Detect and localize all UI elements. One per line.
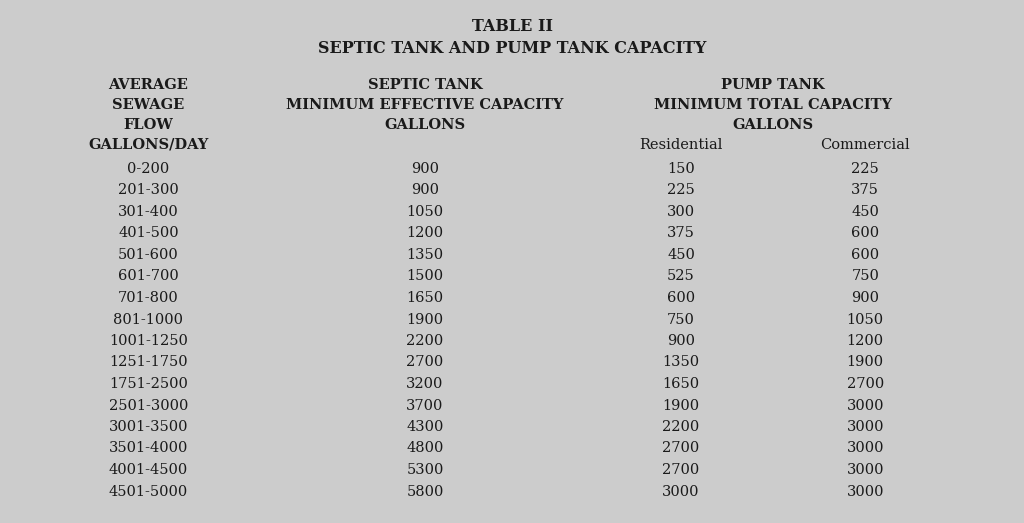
Text: 3000: 3000 [847,441,884,456]
Text: 1900: 1900 [663,399,699,413]
Text: 1650: 1650 [407,291,443,305]
Text: PUMP TANK: PUMP TANK [721,78,825,92]
Text: 1900: 1900 [847,356,884,370]
Text: AVERAGE: AVERAGE [109,78,188,92]
Text: 1751-2500: 1751-2500 [109,377,188,391]
Text: 1500: 1500 [407,269,443,283]
Text: FLOW: FLOW [124,118,173,132]
Text: 3001-3500: 3001-3500 [109,420,188,434]
Text: 1200: 1200 [847,334,884,348]
Text: 1251-1750: 1251-1750 [110,356,187,370]
Text: 900: 900 [411,184,439,198]
Text: 750: 750 [667,313,695,326]
Text: 4800: 4800 [407,441,443,456]
Text: 375: 375 [667,226,695,241]
Text: 2200: 2200 [663,420,699,434]
Text: 4501-5000: 4501-5000 [109,484,188,498]
Text: 1350: 1350 [407,248,443,262]
Text: SEWAGE: SEWAGE [113,98,184,112]
Text: 3000: 3000 [847,484,884,498]
Text: 3000: 3000 [847,420,884,434]
Text: 3000: 3000 [663,484,699,498]
Text: 1050: 1050 [847,313,884,326]
Text: 0-200: 0-200 [127,162,170,176]
Text: 450: 450 [667,248,695,262]
Text: 801-1000: 801-1000 [114,313,183,326]
Text: 150: 150 [667,162,695,176]
Text: 375: 375 [851,184,880,198]
Text: 1001-1250: 1001-1250 [109,334,188,348]
Text: 2200: 2200 [407,334,443,348]
Text: 501-600: 501-600 [118,248,179,262]
Text: TABLE II: TABLE II [471,18,553,35]
Text: 2700: 2700 [847,377,884,391]
Text: GALLONS: GALLONS [384,118,466,132]
Text: 900: 900 [851,291,880,305]
Text: 600: 600 [667,291,695,305]
Text: 600: 600 [851,226,880,241]
Text: 4300: 4300 [407,420,443,434]
Text: 3501-4000: 3501-4000 [109,441,188,456]
Text: 450: 450 [851,205,880,219]
Text: GALLONS/DAY: GALLONS/DAY [88,138,209,152]
Text: 401-500: 401-500 [118,226,179,241]
Text: 701-800: 701-800 [118,291,179,305]
Text: 4001-4500: 4001-4500 [109,463,188,477]
Text: 2700: 2700 [663,463,699,477]
Text: GALLONS: GALLONS [732,118,814,132]
Text: 3000: 3000 [847,399,884,413]
Text: 900: 900 [667,334,695,348]
Text: 1900: 1900 [407,313,443,326]
Text: 225: 225 [851,162,880,176]
Text: 1050: 1050 [407,205,443,219]
Text: SEPTIC TANK: SEPTIC TANK [368,78,482,92]
Text: 1350: 1350 [663,356,699,370]
Text: 1200: 1200 [407,226,443,241]
Text: MINIMUM EFFECTIVE CAPACITY: MINIMUM EFFECTIVE CAPACITY [287,98,563,112]
Text: Commercial: Commercial [820,138,910,152]
Text: Residential: Residential [639,138,723,152]
Text: MINIMUM TOTAL CAPACITY: MINIMUM TOTAL CAPACITY [654,98,892,112]
Text: 5300: 5300 [407,463,443,477]
Text: 601-700: 601-700 [118,269,179,283]
Text: 5800: 5800 [407,484,443,498]
Text: 3200: 3200 [407,377,443,391]
Text: 300: 300 [667,205,695,219]
Text: 201-300: 201-300 [118,184,179,198]
Text: 525: 525 [667,269,695,283]
Text: 3000: 3000 [847,463,884,477]
Text: 2700: 2700 [407,356,443,370]
Text: 900: 900 [411,162,439,176]
Text: 225: 225 [667,184,695,198]
Text: 301-400: 301-400 [118,205,179,219]
Text: 600: 600 [851,248,880,262]
Text: 1650: 1650 [663,377,699,391]
Text: 3700: 3700 [407,399,443,413]
Text: 750: 750 [851,269,880,283]
Text: 2700: 2700 [663,441,699,456]
Text: SEPTIC TANK AND PUMP TANK CAPACITY: SEPTIC TANK AND PUMP TANK CAPACITY [317,40,707,57]
Text: 2501-3000: 2501-3000 [109,399,188,413]
